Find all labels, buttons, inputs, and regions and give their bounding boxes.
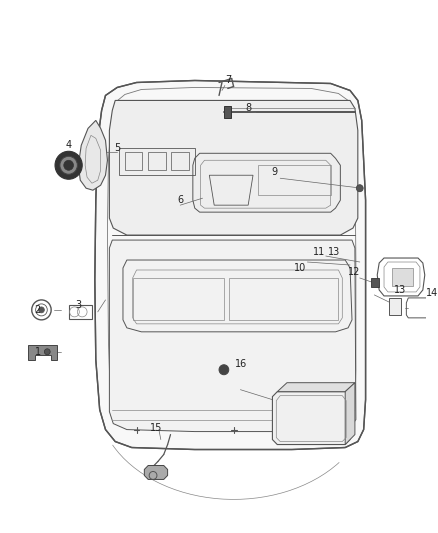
Polygon shape [110,240,356,432]
Polygon shape [389,298,402,315]
Text: 2: 2 [35,305,41,315]
Text: 10: 10 [293,263,306,273]
Polygon shape [224,107,231,118]
Text: 15: 15 [150,423,162,433]
Circle shape [60,156,78,174]
Text: 14: 14 [427,288,438,298]
Polygon shape [110,100,358,235]
Polygon shape [392,268,413,286]
Text: 4: 4 [66,140,72,150]
Circle shape [55,151,82,179]
Polygon shape [345,383,355,445]
Circle shape [39,307,44,313]
Text: 1: 1 [35,347,41,357]
Circle shape [64,160,74,170]
Text: 7: 7 [226,76,232,85]
Text: 6: 6 [177,195,183,205]
Circle shape [357,185,363,192]
Polygon shape [371,278,379,287]
Circle shape [44,349,50,355]
Text: 3: 3 [75,300,81,310]
Polygon shape [277,383,355,392]
Polygon shape [95,80,366,449]
Text: 5: 5 [114,143,120,154]
Polygon shape [272,392,350,445]
Polygon shape [28,345,57,360]
Text: 11: 11 [313,247,325,257]
Polygon shape [145,465,168,480]
Circle shape [219,365,229,375]
Text: 13: 13 [328,247,341,257]
Text: 8: 8 [245,103,251,114]
Text: 16: 16 [235,359,247,369]
Text: 12: 12 [348,267,360,277]
Text: 9: 9 [271,167,277,177]
Polygon shape [78,120,107,190]
Text: 13: 13 [394,285,406,295]
